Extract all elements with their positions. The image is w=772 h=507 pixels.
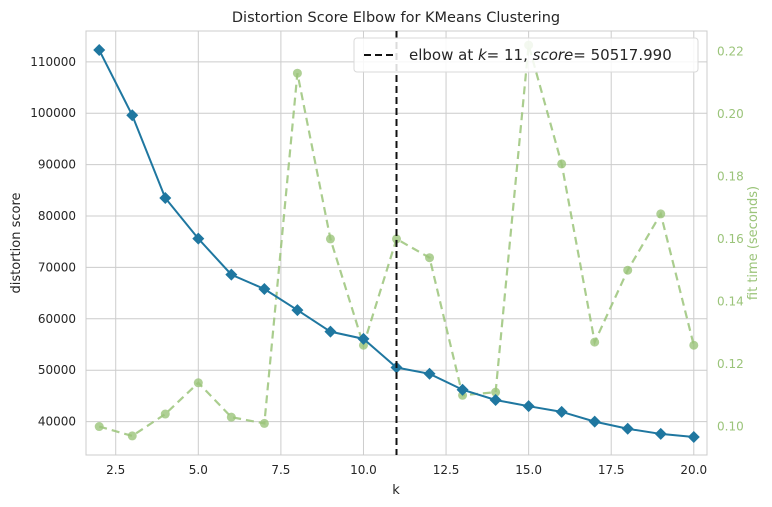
distortion-point xyxy=(489,394,502,407)
fit-time-point xyxy=(226,412,236,422)
x-tick-label: 20.0 xyxy=(680,463,707,477)
distortion-point xyxy=(588,415,601,428)
legend: elbow at k= 11, score= 50517.990 xyxy=(353,37,699,73)
y2-axis-tick-labels: 0.10 0.12 0.14 0.16 0.18 0.20 0.22 xyxy=(717,44,744,433)
y2-tick-label: 0.12 xyxy=(717,357,744,371)
y-tick-label: 90000 xyxy=(38,158,76,172)
fit-time-point xyxy=(623,265,633,275)
x-tick-label: 12.5 xyxy=(433,463,460,477)
fit-time-point xyxy=(557,159,567,169)
y2-tick-label: 0.18 xyxy=(717,169,744,183)
fit-time-point xyxy=(259,418,269,428)
y-tick-label: 100000 xyxy=(30,106,76,120)
x-tick-label: 7.5 xyxy=(271,463,290,477)
distortion-point xyxy=(522,400,535,413)
y-tick-label: 60000 xyxy=(38,312,76,326)
y-axis-label: distortion score xyxy=(9,193,24,294)
fit-time-series xyxy=(94,40,699,441)
fit-time-point xyxy=(127,431,137,441)
chart-title: Distortion Score Elbow for KMeans Cluste… xyxy=(232,10,560,26)
x-tick-label: 10.0 xyxy=(350,463,377,477)
legend-box xyxy=(353,37,699,73)
y2-tick-label: 0.20 xyxy=(717,107,744,121)
fit-time-point xyxy=(292,68,302,78)
x-axis-label: k xyxy=(392,483,400,498)
distortion-point xyxy=(621,422,634,435)
y-tick-label: 110000 xyxy=(30,55,76,69)
y2-tick-label: 0.16 xyxy=(717,232,744,246)
fit-time-point xyxy=(160,409,170,419)
legend-score-var: score xyxy=(533,46,574,64)
y2-tick-label: 0.14 xyxy=(717,294,744,308)
y-tick-label: 80000 xyxy=(38,209,76,223)
distortion-point xyxy=(93,44,106,57)
fit-time-point xyxy=(94,422,104,432)
y-tick-label: 70000 xyxy=(38,260,76,274)
fit-time-point xyxy=(325,234,335,244)
distortion-point xyxy=(654,427,667,440)
distortion-point xyxy=(456,383,469,396)
y-tick-label: 50000 xyxy=(38,363,76,377)
distortion-point xyxy=(159,192,172,205)
fit-time-point xyxy=(425,253,435,263)
legend-prefix: elbow at xyxy=(409,46,478,64)
legend-label: elbow at k= 11, score= 50517.990 xyxy=(409,46,672,64)
fit-time-point xyxy=(689,340,699,350)
fit-time-point xyxy=(491,387,501,397)
distortion-point xyxy=(324,325,337,338)
fit-time-point xyxy=(590,337,600,347)
fit-time-point xyxy=(358,340,368,350)
y-tick-label: 40000 xyxy=(38,415,76,429)
y-axis-tick-labels: 40000 50000 60000 70000 80000 90000 100000 1100… xyxy=(30,55,76,429)
distortion-point xyxy=(357,332,370,345)
x-tick-label: 17.5 xyxy=(598,463,625,477)
distortion-point xyxy=(126,109,139,122)
y2-tick-label: 0.10 xyxy=(717,420,744,434)
distortion-point xyxy=(687,431,700,444)
fit-time-point xyxy=(193,378,203,388)
distortion-point xyxy=(192,232,205,245)
fit-time-point xyxy=(392,234,401,244)
y2-axis-label: fit time (seconds) xyxy=(746,186,761,300)
x-tick-label: 15.0 xyxy=(515,463,542,477)
distortion-point xyxy=(291,304,304,317)
x-axis-tick-labels: 2.5 5.0 7.5 10.0 12.5 15.0 17.5 20.0 xyxy=(106,463,707,477)
legend-score-value: = 50517.990 xyxy=(573,46,671,64)
distortion-point xyxy=(555,405,568,418)
legend-k-value: = 11, xyxy=(487,46,533,64)
y2-tick-label: 0.22 xyxy=(717,44,744,58)
distortion-point xyxy=(423,367,436,380)
distortion-point xyxy=(258,282,271,295)
distortion-point xyxy=(225,268,238,281)
x-tick-label: 2.5 xyxy=(106,463,125,477)
legend-k-var: k xyxy=(478,46,488,64)
x-tick-label: 5.0 xyxy=(189,463,208,477)
fit-time-point xyxy=(656,209,666,219)
